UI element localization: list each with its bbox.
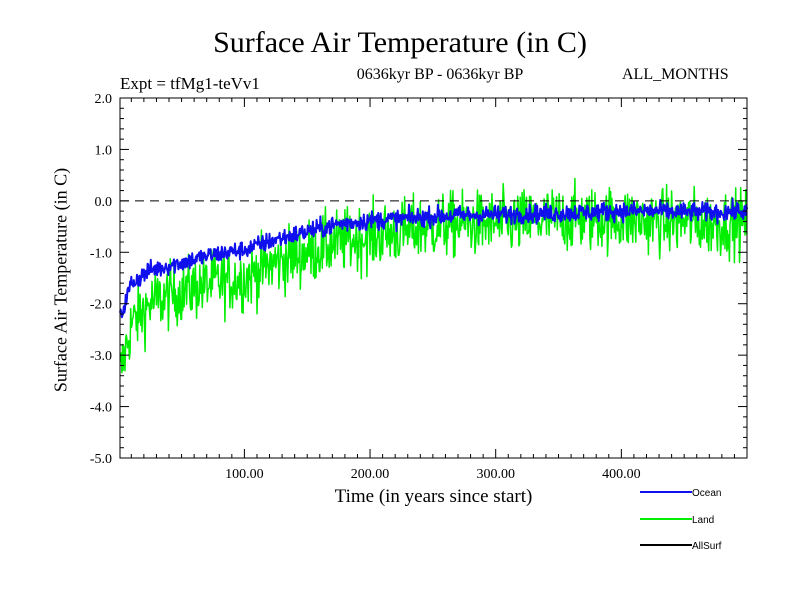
months-label: ALL_MONTHS — [622, 66, 729, 83]
y-tick-label: 2.0 — [95, 92, 113, 107]
y-tick-label: -2.0 — [90, 298, 112, 313]
y-tick-label: -1.0 — [90, 246, 112, 261]
series-line-ocean — [119, 197, 748, 319]
y-tick-label: -3.0 — [90, 349, 112, 364]
x-tick-label: 100.00 — [225, 467, 264, 482]
period-label: 0636kyr BP - 0636kyr BP — [356, 66, 524, 83]
y-tick-label: -4.0 — [90, 401, 112, 416]
x-axis-label: Time (in years since start) — [334, 486, 533, 507]
plot-frame — [119, 97, 748, 459]
legend-label-land: Land — [692, 515, 714, 526]
series-line-land — [119, 177, 748, 374]
x-tick-label: 200.00 — [351, 467, 390, 482]
legend-label-ocean: Ocean — [692, 488, 721, 499]
chart-title: Surface Air Temperature (in C) — [213, 26, 587, 59]
y-tick-label: 1.0 — [95, 143, 113, 158]
x-tick-label: 400.00 — [602, 467, 641, 482]
legend-label-allsurf: AllSurf — [692, 541, 722, 552]
x-tick-label: 300.00 — [476, 467, 515, 482]
experiment-label: Expt = tfMg1-teVv1 — [120, 74, 260, 93]
y-tick-label: -5.0 — [90, 452, 112, 467]
y-tick-label: 0.0 — [95, 195, 113, 210]
